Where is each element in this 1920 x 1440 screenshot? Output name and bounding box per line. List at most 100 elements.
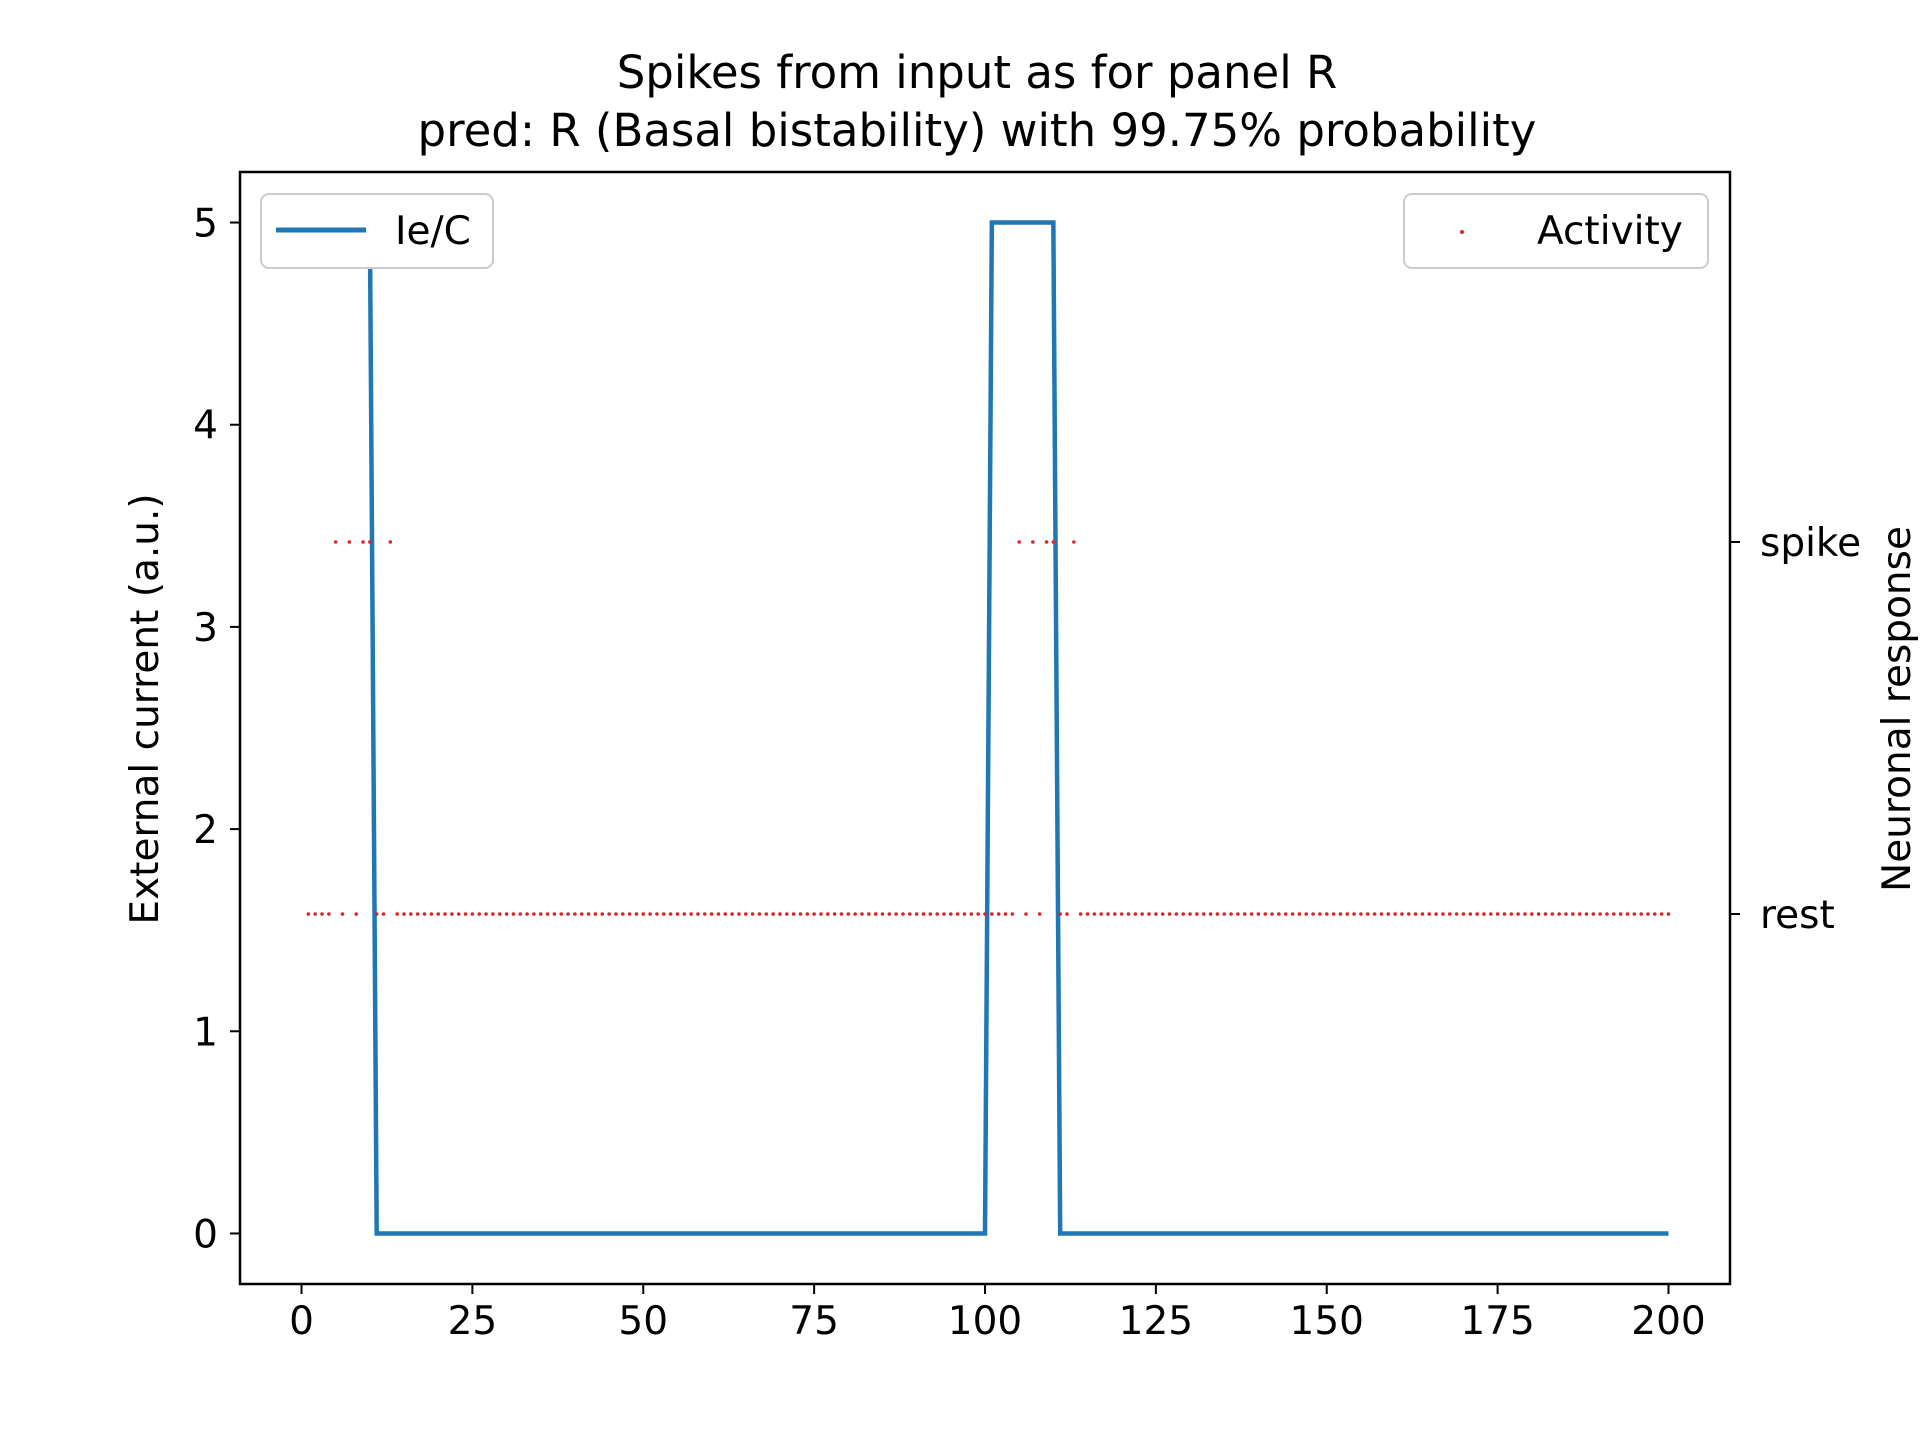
activity-point-rest xyxy=(1468,912,1473,916)
activity-point-spike xyxy=(368,540,372,544)
activity-point-rest xyxy=(1516,912,1520,916)
activity-point-rest xyxy=(1372,912,1377,916)
legend-scatter-label: Activity xyxy=(1537,209,1683,254)
activity-point-rest xyxy=(1591,912,1596,916)
y-axis-label: External current (a.u.) xyxy=(123,493,168,924)
activity-point-rest xyxy=(1625,912,1630,916)
activity-point-rest xyxy=(538,912,543,916)
activity-point-rest xyxy=(696,912,700,916)
y-tick-label: 3 xyxy=(193,606,218,651)
activity-point-rest xyxy=(1338,912,1343,916)
activity-point-rest xyxy=(409,912,413,916)
activity-point-rest xyxy=(1495,912,1500,916)
activity-point-rest xyxy=(443,912,447,916)
activity-point-rest xyxy=(566,912,570,916)
activity-point-rest xyxy=(880,912,885,916)
activity-point-rest xyxy=(1413,912,1418,916)
activity-point-rest xyxy=(743,912,748,916)
activity-point-rest xyxy=(1174,912,1179,916)
activity-point-rest xyxy=(1365,912,1370,916)
activity-point-rest xyxy=(1167,912,1172,916)
activity-point-rest xyxy=(716,912,721,916)
activity-point-rest xyxy=(422,912,427,916)
activity-point-rest xyxy=(497,912,502,916)
activity-point-rest xyxy=(1529,912,1534,916)
activity-point-rest xyxy=(1311,912,1315,916)
activity-point-rest xyxy=(1393,912,1397,916)
activity-point-rest xyxy=(1140,912,1145,916)
activity-point-rest xyxy=(791,912,796,916)
activity-point-rest xyxy=(1536,912,1541,916)
activity-point-rest xyxy=(1659,912,1664,916)
activity-point-rest xyxy=(1065,912,1069,916)
activity-point-rest xyxy=(1379,912,1384,916)
activity-point-rest xyxy=(1557,912,1561,916)
activity-point-rest xyxy=(860,912,864,916)
activity-point-rest xyxy=(456,912,461,916)
activity-point-rest xyxy=(661,912,666,916)
y-tick-label: 5 xyxy=(193,202,218,247)
activity-point-rest xyxy=(709,912,714,916)
activity-point-rest xyxy=(839,912,844,916)
activity-point-rest xyxy=(477,912,482,916)
activity-point-rest xyxy=(928,912,933,916)
y-tick-label: 2 xyxy=(193,808,218,853)
plot-area xyxy=(306,220,1671,1236)
activity-point-rest xyxy=(983,912,987,916)
activity-point-rest xyxy=(374,912,379,916)
activity-point-rest xyxy=(921,912,926,916)
activity-point-rest xyxy=(552,912,557,916)
activity-point-spike xyxy=(361,540,365,544)
activity-point-rest xyxy=(894,912,898,916)
x-tick-label: 100 xyxy=(948,1299,1022,1344)
activity-point-rest xyxy=(1345,912,1350,916)
activity-point-rest xyxy=(620,912,625,916)
x-tick-label: 50 xyxy=(618,1299,668,1344)
activity-point-rest xyxy=(320,912,324,916)
activity-point-spike xyxy=(347,540,352,544)
activity-point-rest xyxy=(627,912,632,916)
activity-point-rest xyxy=(402,912,406,916)
activity-point-rest xyxy=(1482,912,1486,916)
activity-point-rest xyxy=(1509,912,1514,916)
activity-point-rest xyxy=(730,912,734,916)
y-tick-label: 4 xyxy=(193,404,218,449)
activity-point-rest xyxy=(1290,912,1295,916)
activity-point-rest xyxy=(1386,912,1391,916)
activity-point-rest xyxy=(470,912,475,916)
activity-point-spike xyxy=(1031,540,1035,544)
activity-point-rest xyxy=(873,912,878,916)
activity-point-rest xyxy=(1406,912,1411,916)
activity-point-rest xyxy=(586,912,591,916)
activity-point-rest xyxy=(1003,912,1008,916)
activity-point-rest xyxy=(1359,912,1363,916)
activity-point-rest xyxy=(1099,912,1103,916)
activity-point-rest xyxy=(798,912,803,916)
activity-point-rest xyxy=(846,912,851,916)
activity-point-rest xyxy=(593,912,598,916)
activity-point-rest xyxy=(942,912,946,916)
activity-point-rest xyxy=(614,912,618,916)
activity-point-rest xyxy=(1249,912,1254,916)
legend-scatter: Activity xyxy=(1403,193,1709,269)
activity-point-rest xyxy=(1502,912,1507,916)
activity-point-rest xyxy=(901,912,905,916)
legend-line: Ie/C xyxy=(260,193,494,269)
activity-point-rest xyxy=(415,912,420,916)
activity-point-rest xyxy=(504,912,509,916)
activity-point-spike xyxy=(388,540,393,544)
activity-point-rest xyxy=(1024,912,1028,916)
series-line-iec xyxy=(308,220,1669,1236)
activity-point-rest xyxy=(1570,912,1575,916)
activity-point-rest xyxy=(1447,912,1452,916)
activity-point-rest xyxy=(764,912,769,916)
activity-point-rest xyxy=(1113,912,1117,916)
activity-point-rest xyxy=(1106,912,1110,916)
activity-point-rest xyxy=(1277,912,1281,916)
y2-tick-label: rest xyxy=(1760,893,1835,938)
activity-point-rest xyxy=(853,912,857,916)
activity-point-rest xyxy=(682,912,687,916)
activity-point-rest xyxy=(1550,912,1555,916)
activity-point-rest xyxy=(1263,912,1268,916)
activity-point-rest xyxy=(450,912,454,916)
